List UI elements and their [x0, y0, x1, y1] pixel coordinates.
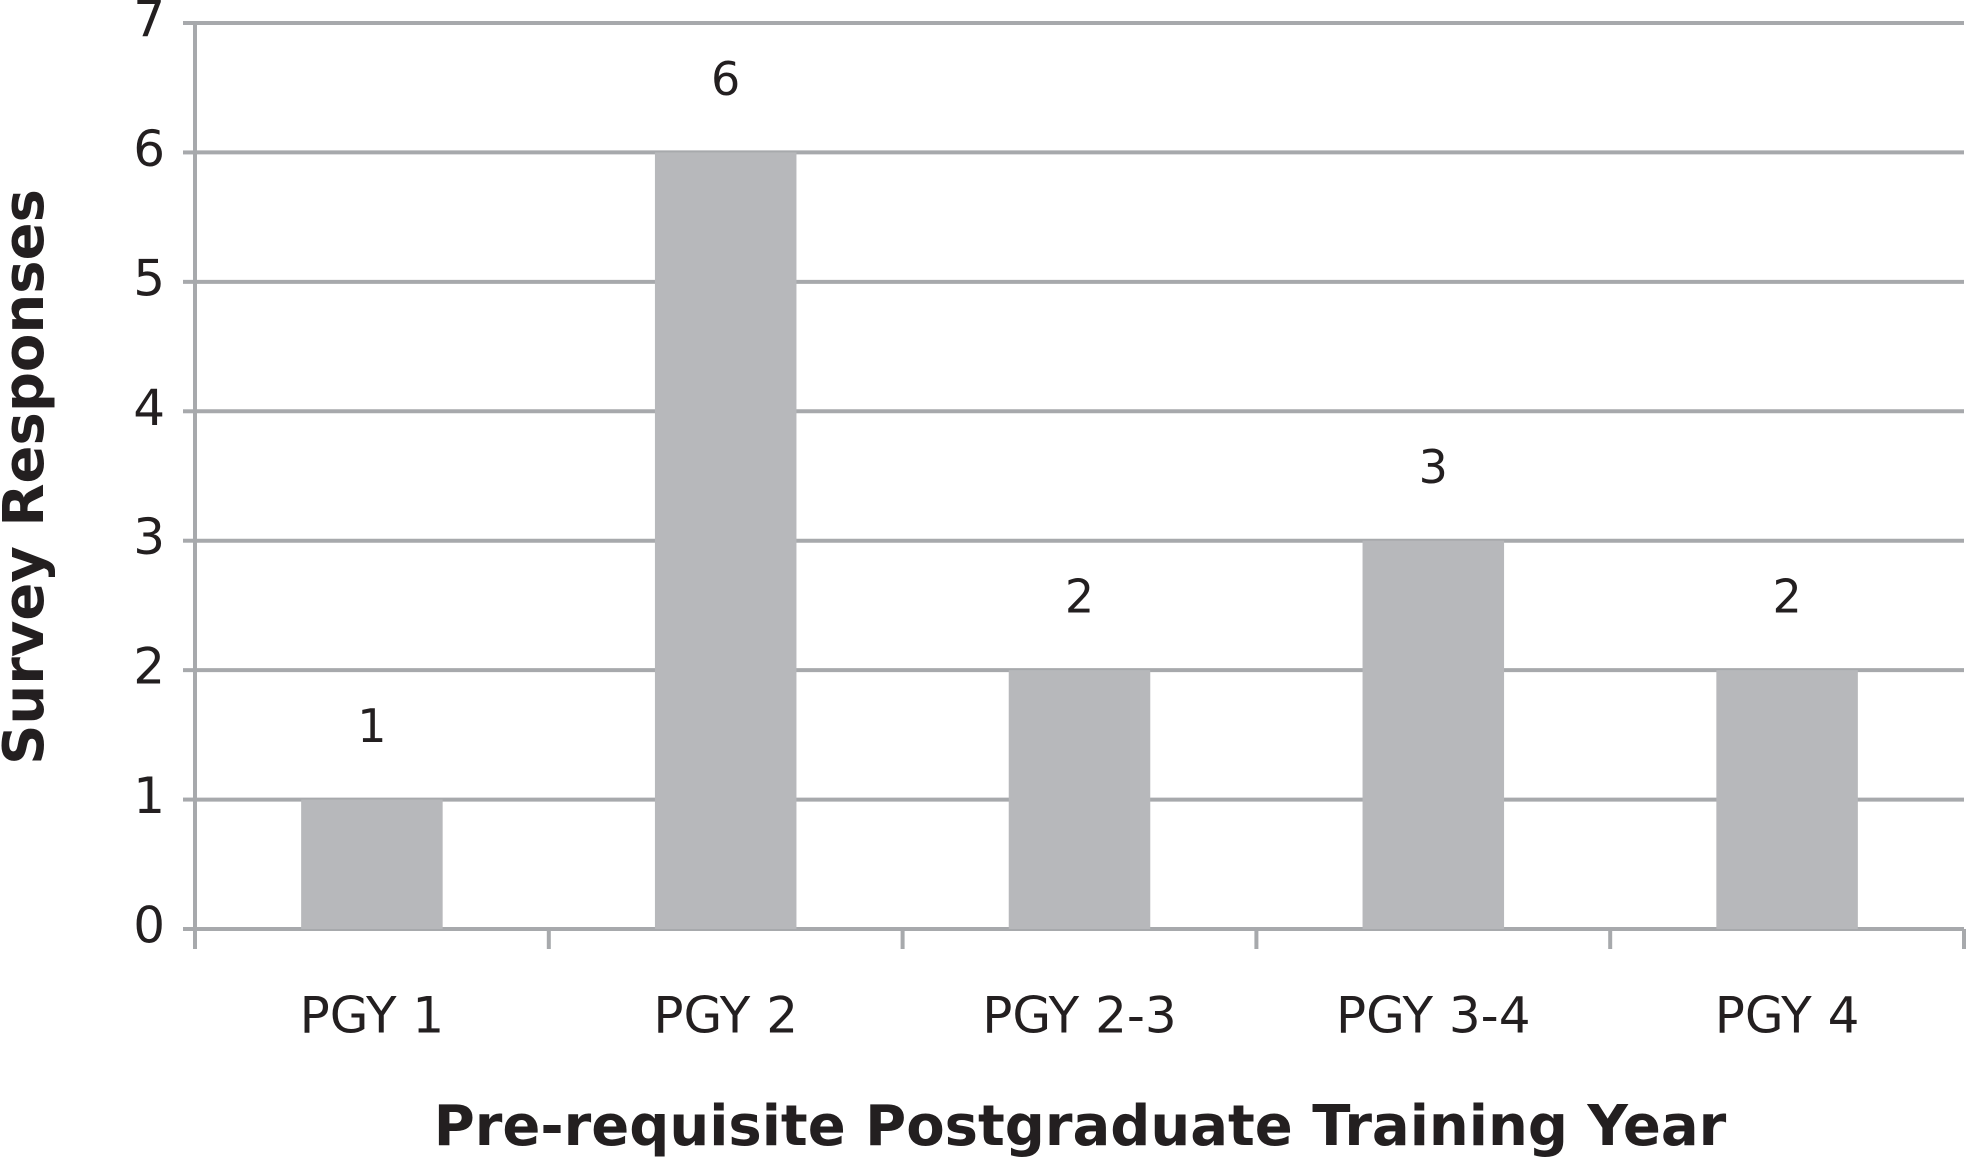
value-label: 2 — [1065, 570, 1094, 624]
x-tick-label: PGY 2 — [653, 987, 798, 1045]
x-tick-label: PGY 3-4 — [1336, 987, 1531, 1045]
y-tick-label: 7 — [133, 0, 165, 49]
y-tick-label: 4 — [133, 379, 165, 437]
y-tick-label: 5 — [133, 249, 165, 307]
value-label: 1 — [357, 699, 386, 753]
y-axis-title: Survey Responses — [0, 189, 57, 765]
y-tick-label: 0 — [133, 897, 165, 955]
bar — [301, 799, 443, 929]
y-tick-label: 3 — [133, 508, 165, 566]
x-tick-label: PGY 1 — [300, 987, 445, 1045]
y-tick-label: 6 — [133, 120, 165, 178]
x-tick-label: PGY 2-3 — [982, 987, 1177, 1045]
x-tick-label: PGY 4 — [1715, 987, 1860, 1045]
value-label: 3 — [1419, 440, 1448, 494]
x-axis-title: Pre-requisite Postgraduate Training Year — [434, 1094, 1727, 1159]
bar — [654, 152, 797, 929]
y-tick-label: 1 — [133, 767, 165, 825]
y-tick-label: 2 — [133, 638, 165, 696]
bar — [1362, 540, 1505, 929]
value-label: 6 — [711, 52, 740, 106]
value-label: 2 — [1772, 570, 1801, 624]
bar — [1716, 670, 1858, 929]
bar — [1008, 670, 1151, 929]
